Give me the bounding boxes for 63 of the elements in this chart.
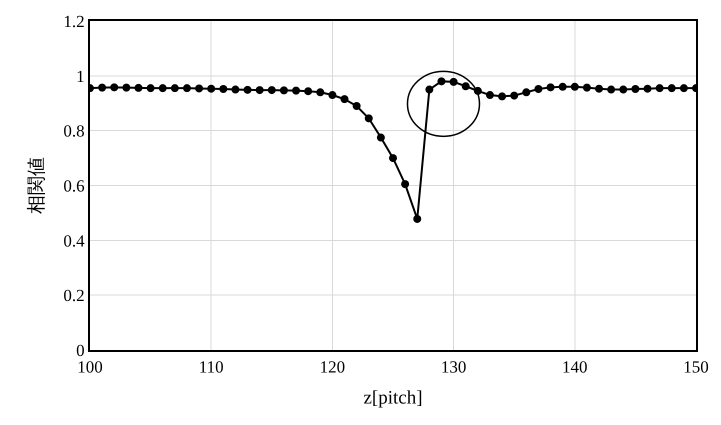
- point: [510, 92, 518, 100]
- point: [437, 77, 446, 86]
- point: [195, 84, 204, 92]
- point: [280, 86, 288, 94]
- point: [244, 86, 252, 94]
- point: [98, 84, 106, 92]
- x-tick-label: 120: [320, 357, 346, 376]
- point: [207, 84, 216, 93]
- point: [328, 91, 336, 100]
- point: [340, 95, 349, 104]
- y-tick-label: 0.8: [63, 122, 85, 141]
- point: [316, 88, 324, 96]
- point: [582, 84, 591, 92]
- point: [595, 84, 604, 93]
- y-tick-label: 0: [76, 340, 85, 360]
- x-tick-label: 130: [440, 357, 466, 376]
- y-tick-label: 1.2: [63, 12, 85, 31]
- point: [304, 87, 312, 96]
- point: [268, 86, 276, 94]
- point: [656, 84, 664, 92]
- x-tick-label: 140: [562, 357, 588, 376]
- point: [607, 86, 616, 94]
- point: [170, 84, 179, 92]
- point: [644, 84, 652, 93]
- point: [425, 86, 434, 94]
- point: [631, 84, 640, 93]
- point: [158, 84, 167, 92]
- y-tick-label: 1: [76, 66, 85, 86]
- y-tick-label: 0.4: [63, 231, 86, 250]
- x-tick-label: 150: [683, 357, 709, 376]
- y-tick-label: 0.2: [63, 286, 85, 306]
- point: [486, 91, 494, 100]
- point: [134, 84, 142, 92]
- point: [546, 83, 555, 92]
- point: [534, 84, 542, 93]
- point: [231, 86, 240, 94]
- point: [570, 82, 579, 91]
- point: [680, 84, 688, 92]
- point: [146, 84, 155, 92]
- point: [389, 154, 397, 162]
- point: [364, 114, 373, 122]
- point: [619, 86, 628, 94]
- point: [182, 84, 191, 92]
- x-axis-title: z[pitch]: [363, 388, 423, 409]
- y-tick-label: 0.6: [63, 176, 85, 196]
- point: [401, 180, 410, 188]
- point: [668, 84, 676, 92]
- point: [413, 214, 422, 223]
- point: [376, 134, 385, 142]
- point: [256, 86, 264, 94]
- x-tick-label: 100: [77, 357, 103, 376]
- point: [522, 88, 530, 96]
- point: [219, 84, 228, 93]
- point: [292, 86, 300, 95]
- point: [462, 82, 470, 90]
- point: [558, 82, 567, 91]
- point: [110, 83, 118, 92]
- point: [352, 102, 361, 110]
- point: [122, 84, 130, 92]
- point: [450, 78, 458, 86]
- y-axis-title: 相関値: [26, 157, 48, 214]
- point: [498, 92, 506, 100]
- x-tick-label: 110: [198, 357, 224, 376]
